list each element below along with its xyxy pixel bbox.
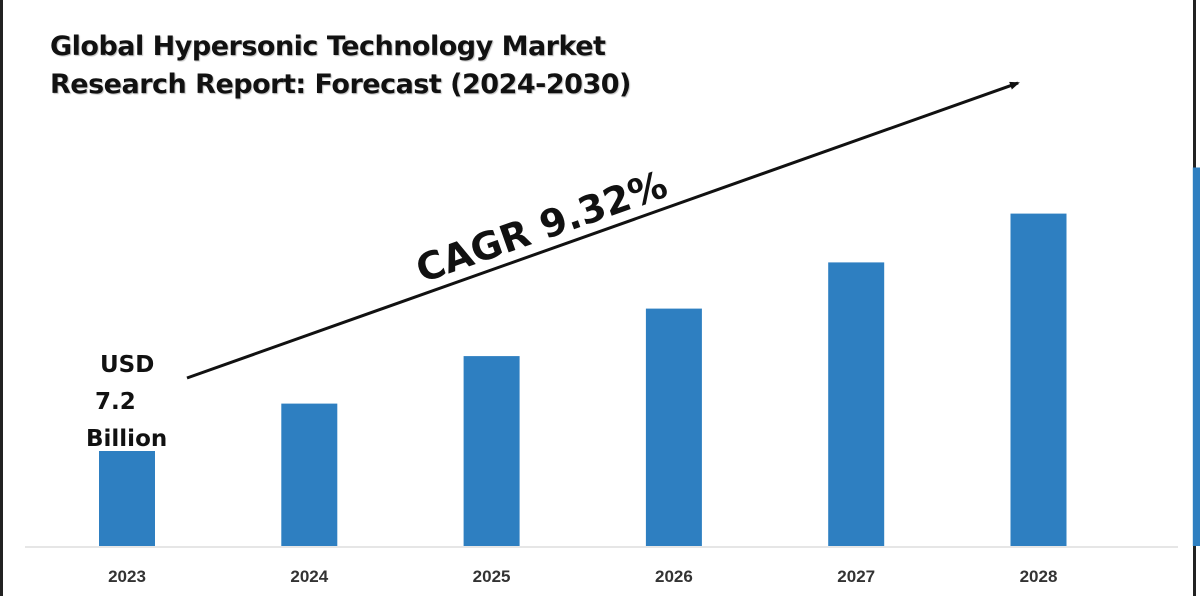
- chart-title: Global Hypersonic Technology Market Rese…: [50, 28, 631, 104]
- bar-2024: [281, 403, 338, 546]
- chart-title-line-2: Research Report: Forecast (2024-2030): [50, 69, 631, 100]
- start-value-usd: USD: [100, 352, 154, 378]
- bar-2028: [1010, 213, 1067, 546]
- x-tick-label-2025: 2025: [473, 567, 511, 586]
- bar-2027: [828, 262, 885, 546]
- x-tick-label-2024: 2024: [290, 567, 328, 586]
- bar-2029: [1192, 167, 1200, 546]
- cagr-trend-arrow: [186, 81, 1020, 380]
- x-tick-label-2026: 2026: [655, 567, 693, 586]
- x-tick-label-2028: 2028: [1020, 567, 1058, 586]
- bar-2023: [99, 451, 155, 546]
- start-value-unit: Billion: [86, 426, 167, 452]
- cagr-label: CAGR 9.32%: [410, 162, 672, 291]
- chart-title-line-1: Global Hypersonic Technology Market: [50, 31, 606, 62]
- start-value-number: 7.2: [95, 389, 136, 415]
- bar-2025: [463, 356, 520, 546]
- x-tick-label-2023: 2023: [108, 567, 146, 586]
- x-tick-label-2027: 2027: [837, 567, 875, 586]
- bar-2026: [645, 308, 702, 546]
